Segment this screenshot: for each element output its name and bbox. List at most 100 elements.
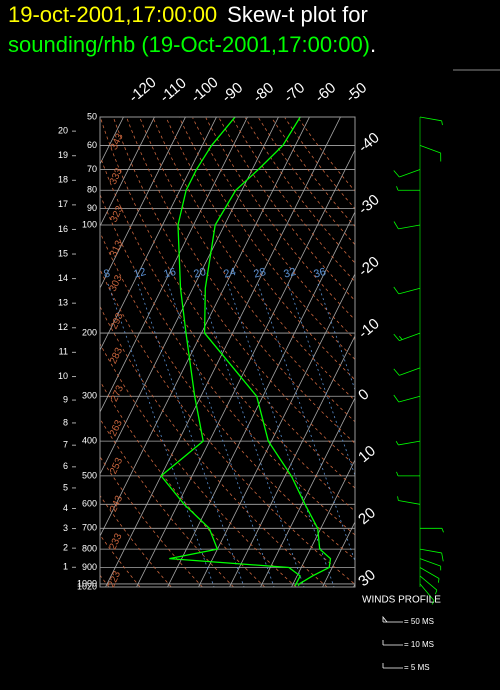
isotherm: [100, 117, 217, 351]
dry-adiabat: [205, 117, 355, 321]
title-source: sounding/rhb (19-Oct-2001,17:00:00): [8, 32, 370, 57]
height-label: 13: [58, 298, 68, 308]
height-label: 2: [63, 543, 68, 553]
title-line-2: sounding/rhb (19-Oct-2001,17:00:00).: [8, 32, 376, 57]
isotherm: [198, 273, 355, 587]
wind-barb: [419, 575, 438, 595]
height-label: 8: [63, 417, 68, 427]
dry-adiabat: [100, 154, 355, 512]
height-label: 16: [58, 224, 68, 234]
pressure-label: 600: [82, 499, 97, 509]
height-label: 6: [63, 461, 68, 471]
mixing-ratio-line: [167, 283, 275, 587]
height-label: 4: [63, 503, 68, 513]
legend-label: = 50 MS: [404, 617, 434, 626]
pressure-label: 70: [87, 164, 97, 174]
height-label: 7: [63, 440, 68, 450]
plot-frame: [99, 116, 356, 588]
dry-adiabat: [100, 268, 355, 585]
wind-barb: [393, 367, 421, 376]
legend-barb: [382, 615, 403, 623]
wind-barb: [393, 394, 421, 403]
mixing-ratio-line: [137, 283, 245, 587]
mixing-ratio-label: 36: [312, 266, 327, 281]
pressure-label: 1000: [77, 578, 97, 588]
mixing-ratio-label: 16: [162, 266, 177, 281]
mixing-ratio-label: 32: [282, 266, 297, 281]
height-label: 1: [63, 562, 68, 572]
mixing-ratio-line: [227, 283, 335, 587]
height-label: 18: [58, 175, 68, 185]
pressure-label: 80: [87, 185, 97, 195]
wind-barb: [396, 186, 420, 191]
isotherm: [100, 117, 248, 413]
mixing-ratio-label: 20: [192, 266, 207, 281]
title-date: 19-oct-2001,17:00:00: [8, 2, 217, 27]
isotherm: [100, 117, 279, 475]
pressure-label: 90: [87, 203, 97, 213]
wind-barb: [420, 527, 444, 533]
legend-barb: [382, 663, 403, 669]
wind-barb: [419, 583, 435, 605]
wind-barb: [393, 221, 421, 230]
plot-area: [100, 117, 355, 587]
pressure-label: 900: [82, 562, 97, 572]
isotherm: [136, 149, 355, 587]
legend-barb: [382, 640, 403, 646]
mixing-ratio-line: [257, 283, 355, 563]
pressure-label: 200: [82, 327, 97, 337]
height-label: 10: [58, 371, 68, 381]
mixing-ratio-line: [197, 283, 305, 587]
height-label: 3: [63, 523, 68, 533]
pressure-label: 1020: [77, 581, 97, 591]
height-label: 20: [58, 126, 68, 136]
pressure-label: 60: [87, 140, 97, 150]
height-label: 9: [63, 394, 68, 404]
dry-adiabat: [165, 117, 355, 381]
dry-adiabat: [100, 193, 355, 536]
isotherm: [260, 397, 355, 587]
isotherm: [167, 211, 355, 587]
wind-barb: [419, 567, 440, 583]
legend-label: = 5 MS: [404, 663, 430, 672]
mixing-ratio-label: 12: [132, 266, 147, 281]
dry-adiabat: [100, 305, 328, 587]
wind-barb: [419, 558, 442, 571]
profile: [160, 117, 301, 587]
wind-barb: [419, 145, 442, 162]
pressure-label: 500: [82, 470, 97, 480]
title-text: Skew-t plot for: [227, 2, 368, 27]
legend-label: = 10 MS: [404, 640, 434, 649]
pressure-label: 800: [82, 544, 97, 554]
wind-barb: [395, 440, 421, 446]
dry-adiabat: [179, 117, 355, 360]
dry-adiabat: [245, 117, 355, 264]
dry-adiabat: [100, 117, 355, 489]
wind-barb: [393, 286, 421, 295]
dry-adiabat: [126, 117, 355, 444]
isotherm: [100, 117, 186, 289]
title-end: .: [370, 32, 376, 57]
dry-adiabat: [139, 117, 355, 423]
dry-adiabat: [100, 456, 203, 587]
pressure-label: 50: [87, 111, 97, 121]
dry-adiabat: [231, 117, 355, 283]
isotherm: [105, 117, 341, 587]
wind-legend-title: WINDS PROFILE: [362, 595, 441, 606]
mixing-ratio-label: 28: [252, 266, 267, 281]
height-label: 19: [58, 150, 68, 160]
dry-adiabat: [100, 231, 355, 560]
dry-adiabat: [152, 117, 355, 402]
mixing-ratio-label: 24: [222, 266, 237, 281]
wind-barb: [393, 169, 421, 178]
height-label: 12: [58, 322, 68, 332]
mixing-ratio-label: 8: [102, 268, 111, 281]
wind-barb: [396, 471, 420, 477]
mixing-ratio-line: [107, 283, 215, 587]
height-label: 5: [63, 482, 68, 492]
title-line-1: 19-oct-2001,17:00:00 Skew-t plot for: [8, 2, 368, 27]
height-label: 15: [58, 248, 68, 258]
pressure-label: 100: [82, 219, 97, 229]
height-label: 17: [58, 199, 68, 209]
